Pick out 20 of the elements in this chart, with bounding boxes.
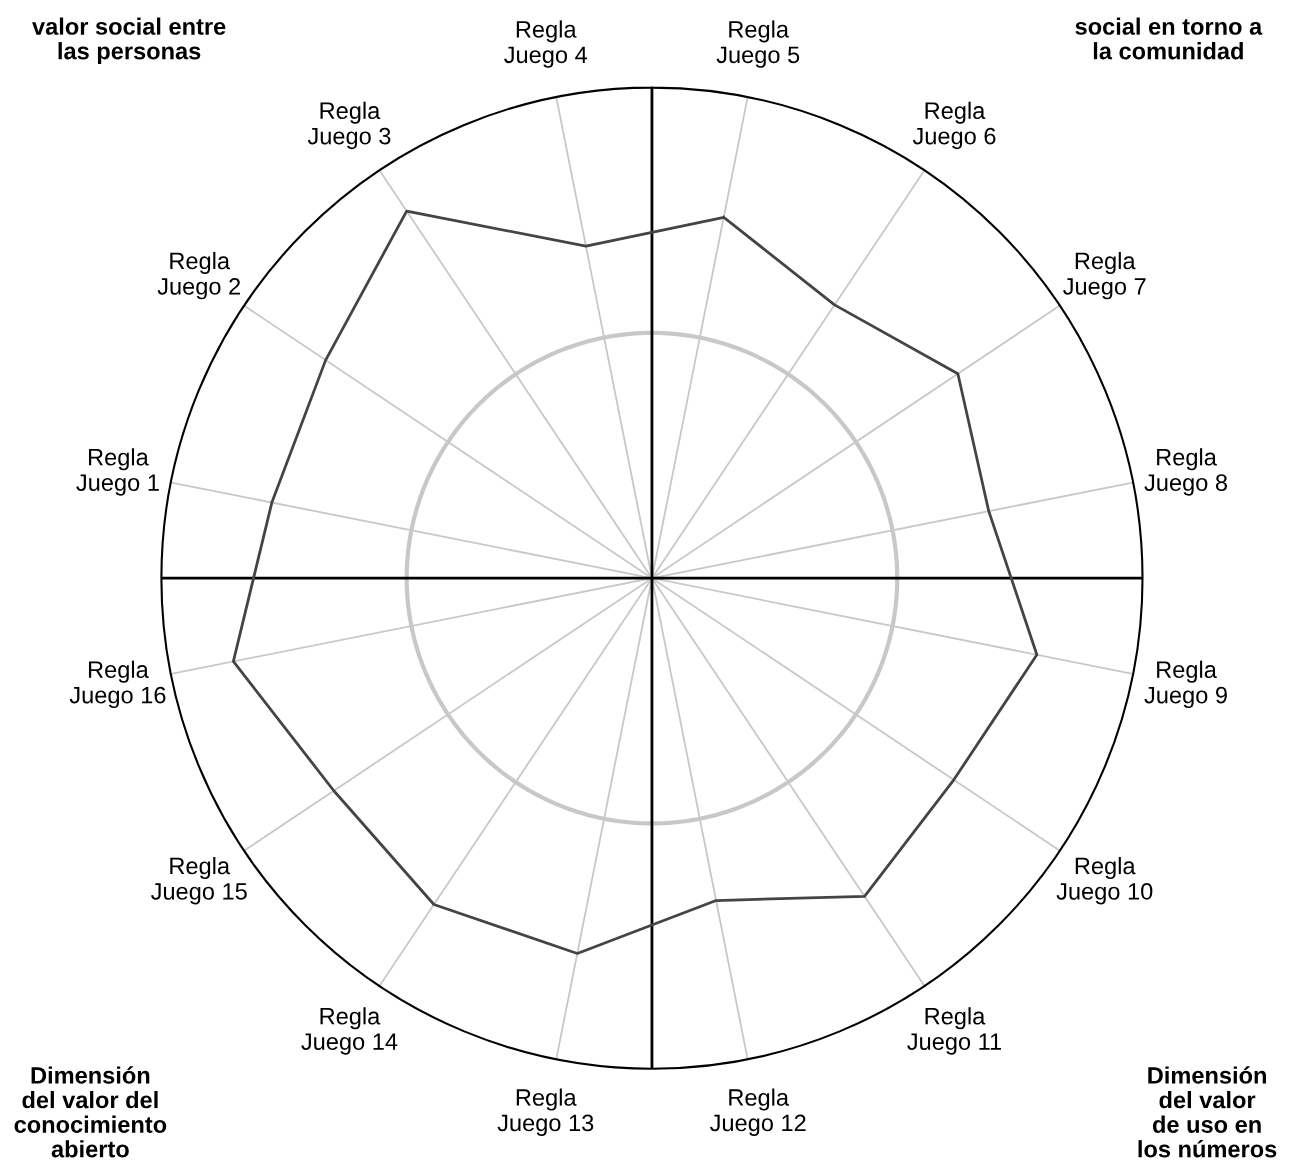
spoke-label: Regla Juego 15	[151, 856, 247, 905]
text: social en torno a la comunidad	[1075, 17, 1263, 60]
spoke-label: Regla Juego 1	[76, 448, 159, 496]
text: Dimensión del valor de uso en los números	[1138, 1066, 1277, 1158]
spoke-label: Regla Juego 14	[301, 1007, 398, 1055]
spoke-label: Regla Juego 12	[709, 1088, 806, 1136]
spoke-label: Regla Juego 6	[912, 101, 996, 150]
spoke-label: Regla Juego 9	[1144, 660, 1227, 709]
spoke-label: Regla Juego 11	[907, 1007, 1002, 1055]
spoke-label: Regla Juego 5	[716, 20, 800, 68]
spoke-label: Regla Juego 13	[497, 1088, 594, 1136]
text: valor social entre las personas	[32, 17, 226, 65]
spoke-label: Regla Juego 16	[69, 660, 166, 709]
spoke-label: Regla Juego 10	[1056, 856, 1153, 905]
spoke-label: Regla Juego 8	[1144, 448, 1227, 496]
text: Dimensión del valor del conocimiento abierto	[14, 1066, 167, 1158]
spoke-label: Regla Juego 4	[504, 20, 588, 68]
spoke-label: Regla Juego 2	[157, 251, 241, 300]
spoke-label: Regla Juego 7	[1063, 251, 1146, 300]
spoke-label: Regla Juego 3	[307, 101, 391, 150]
